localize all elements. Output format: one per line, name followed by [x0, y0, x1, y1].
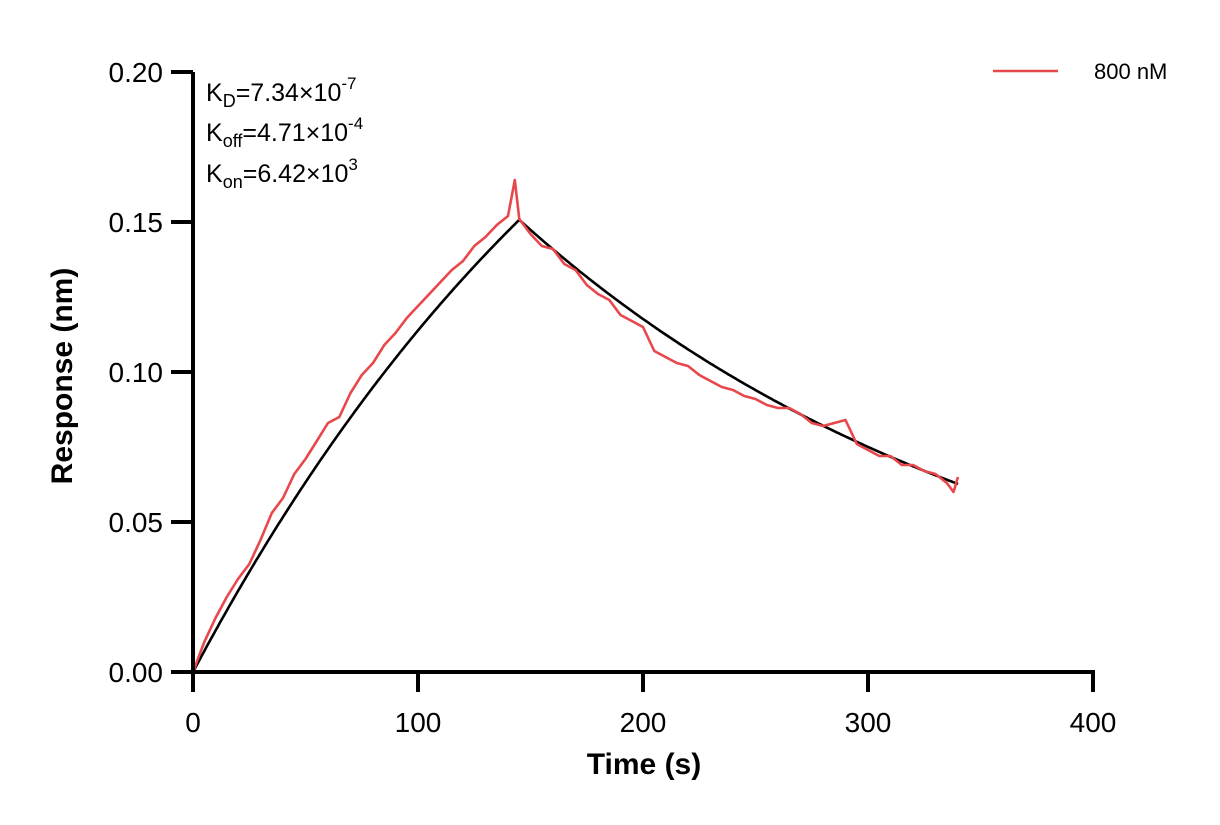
kon-annotation: Kon=6.42×103 [206, 155, 358, 192]
series-line-800nm [191, 178, 960, 673]
y-tick-label: 0.05 [109, 507, 164, 538]
kinetics-annotation: KD=7.34×10-7 Koff=4.71×10-4 Kon=6.42×103 [206, 74, 363, 192]
x-tick-label: 100 [395, 707, 442, 738]
fit-curve [191, 217, 959, 673]
y-tick-label: 0.15 [109, 207, 164, 238]
x-tick-label: 0 [185, 707, 201, 738]
x-axis: 0 100 200 300 400 [185, 670, 1117, 738]
x-tick-label: 200 [620, 707, 667, 738]
y-axis: 0.00 0.05 0.10 0.15 0.20 [109, 57, 195, 688]
y-tick-label: 0.10 [109, 357, 164, 388]
kd-annotation: KD=7.34×10-7 [206, 74, 356, 111]
x-axis-title: Time (s) [587, 748, 701, 781]
x-tick-label: 400 [1070, 707, 1117, 738]
y-tick-label: 0.20 [109, 57, 164, 88]
y-axis-title: Response (nm) [46, 268, 79, 485]
legend-label-800nm: 800 nM [1094, 59, 1167, 84]
plot-area [191, 178, 960, 673]
y-tick-label: 0.00 [109, 657, 164, 688]
x-tick-label: 300 [845, 707, 892, 738]
legend: 800 nM [993, 59, 1167, 84]
koff-annotation: Koff=4.71×10-4 [206, 114, 363, 151]
